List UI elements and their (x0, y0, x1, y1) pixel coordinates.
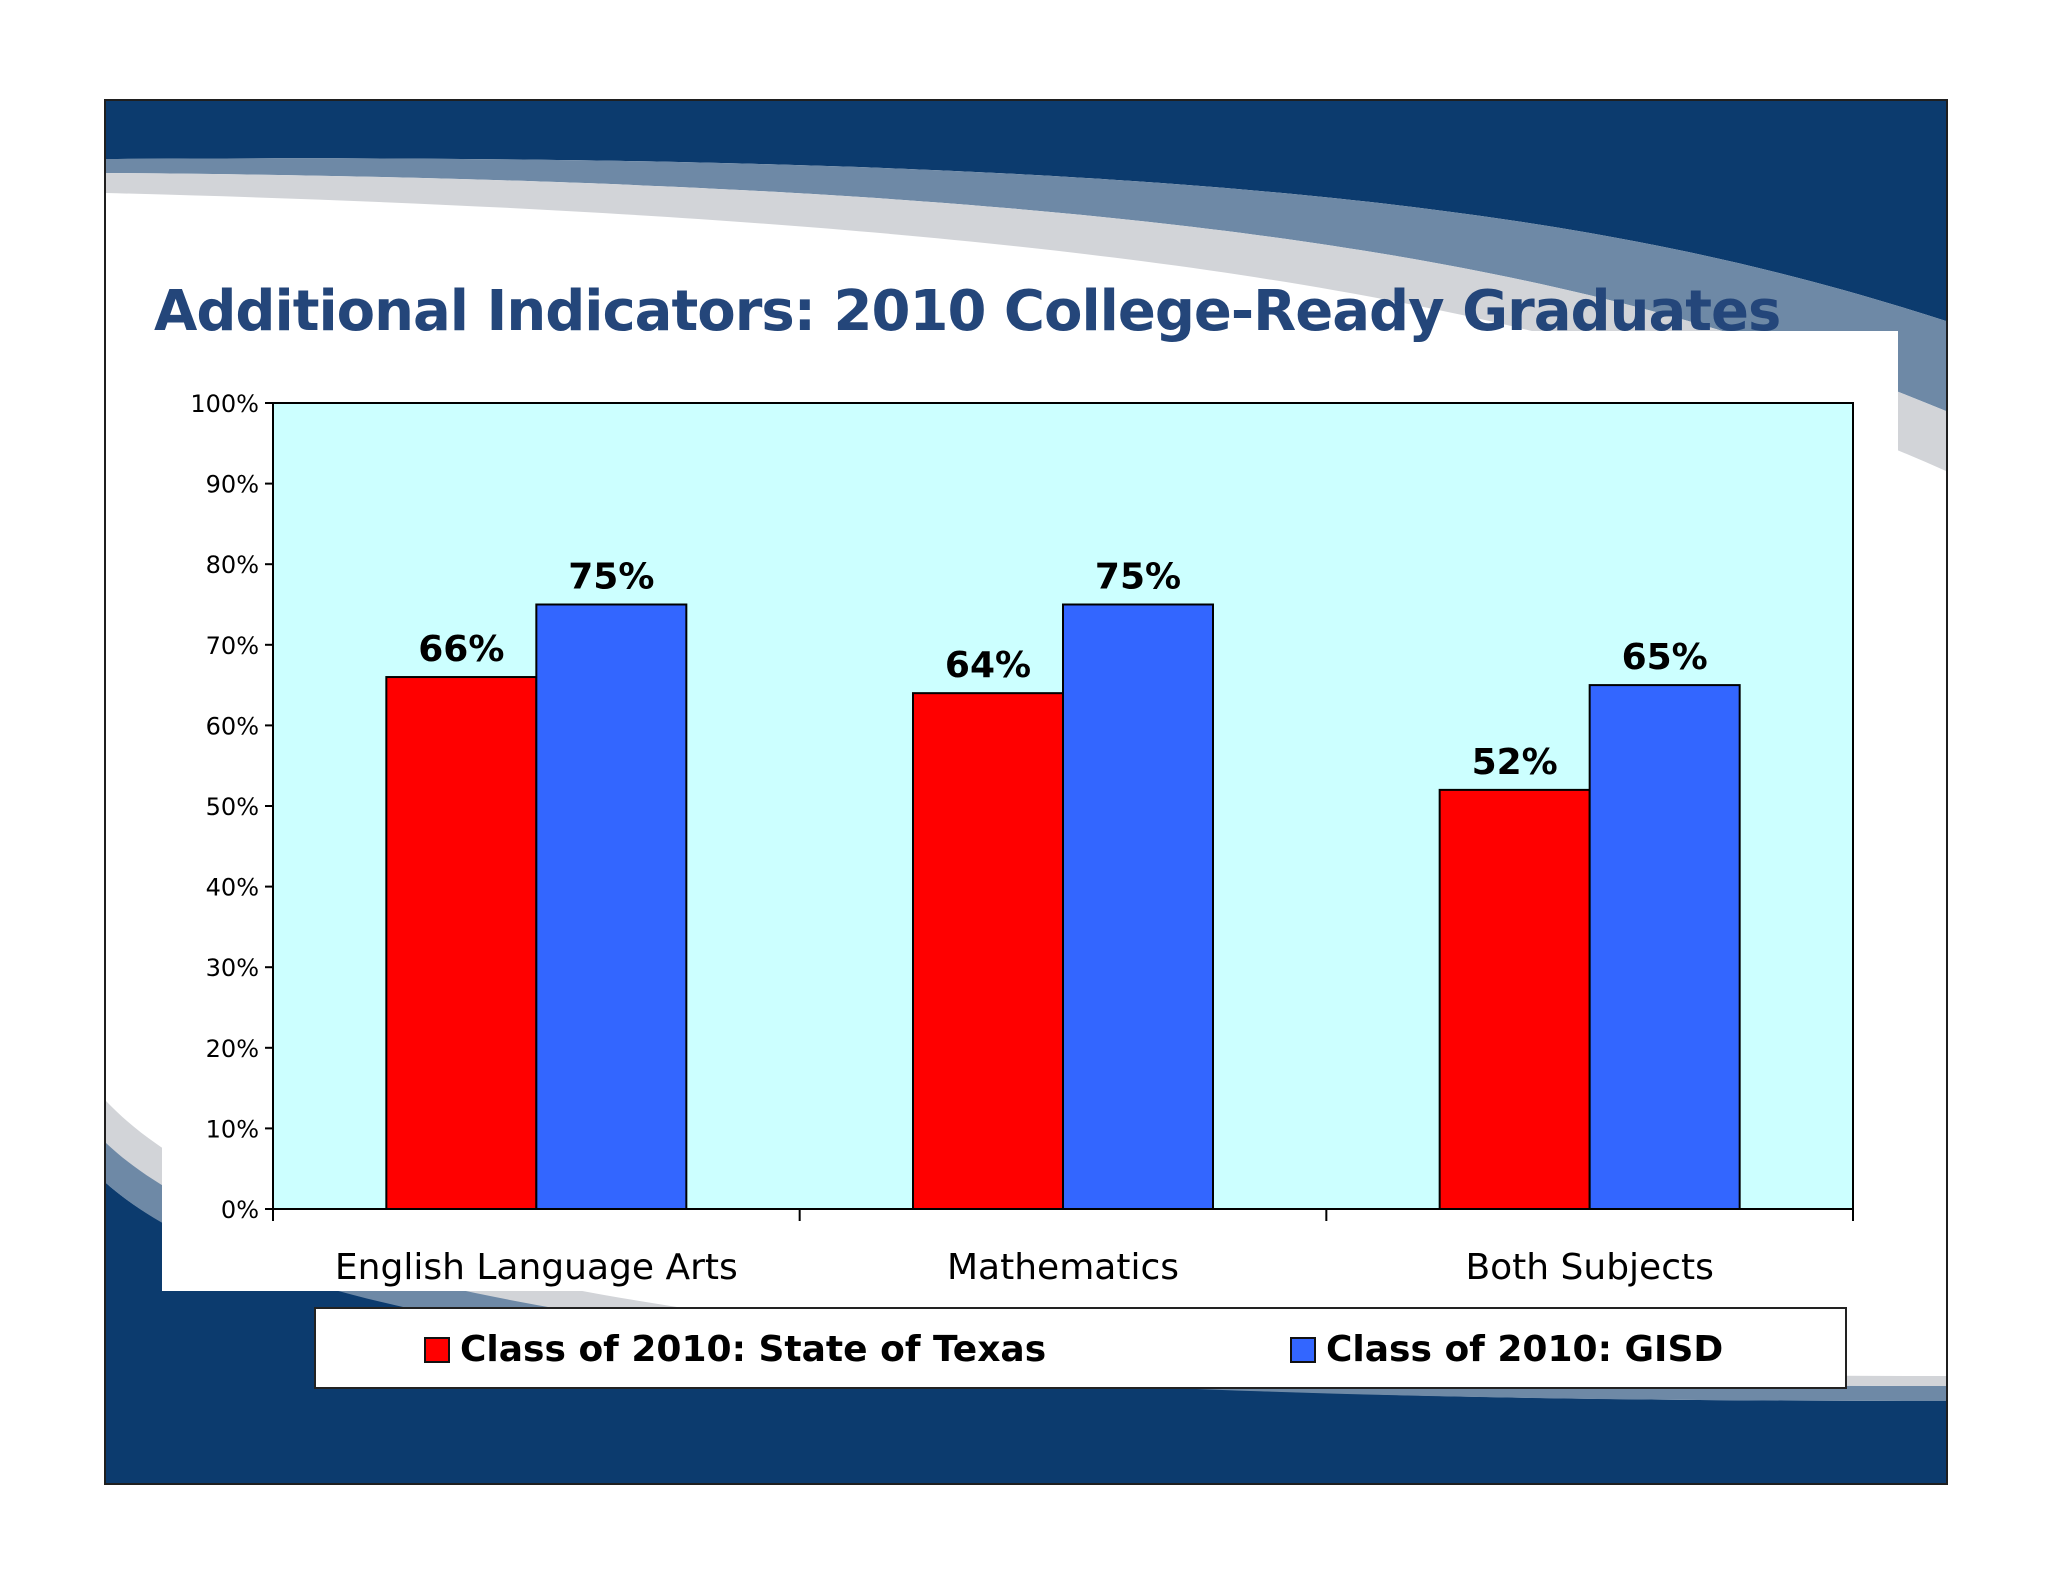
y-tick-label: 0% (221, 1196, 259, 1224)
y-tick-label: 90% (206, 471, 259, 499)
data-label: 52% (1472, 742, 1558, 783)
bar (1438, 788, 1591, 1210)
bar-chart: 0% 10% 20% 30% 40% 50% 60% 70% 80% 90% 100% English… (190, 390, 1854, 1288)
chart-legend: Class of 2010: State of Texas Class of 2… (314, 1307, 1847, 1389)
legend-item-texas: Class of 2010: State of Texas (424, 1329, 1046, 1370)
y-tick-label: 40% (206, 874, 259, 902)
legend-label-texas: Class of 2010: State of Texas (460, 1329, 1047, 1370)
bar (1588, 684, 1741, 1210)
legend-swatch-gisd (1290, 1336, 1316, 1363)
x-category-label: English Language Arts (335, 1247, 738, 1288)
y-tick-label: 70% (206, 632, 259, 660)
y-tick-label: 20% (206, 1035, 259, 1063)
y-tick-label: 10% (206, 1115, 259, 1143)
legend-swatch-texas (424, 1336, 450, 1363)
data-label: 75% (568, 557, 654, 598)
y-tick-label: 80% (206, 551, 259, 579)
data-label: 65% (1622, 637, 1708, 678)
y-tick-label: 50% (206, 793, 259, 821)
y-tick-label: 60% (206, 712, 259, 740)
bar (535, 603, 688, 1210)
bar (912, 692, 1064, 1210)
x-category-label: Both Subjects (1465, 1247, 1713, 1288)
x-category-label: Mathematics (947, 1247, 1179, 1288)
y-tick-label: 30% (206, 954, 259, 982)
data-label: 64% (945, 645, 1031, 686)
legend-item-gisd: Class of 2010: GISD (1290, 1329, 1723, 1370)
data-label: 75% (1095, 557, 1181, 598)
slide-frame: Additional Indicators: 2010 College-Read… (104, 99, 1948, 1485)
bar (1062, 603, 1214, 1210)
slide-title: Additional Indicators: 2010 College-Read… (154, 279, 1781, 344)
legend-label-gisd: Class of 2010: GISD (1326, 1329, 1724, 1370)
y-tick-label: 100% (190, 390, 259, 418)
data-label: 66% (418, 629, 504, 670)
bar (385, 676, 538, 1210)
